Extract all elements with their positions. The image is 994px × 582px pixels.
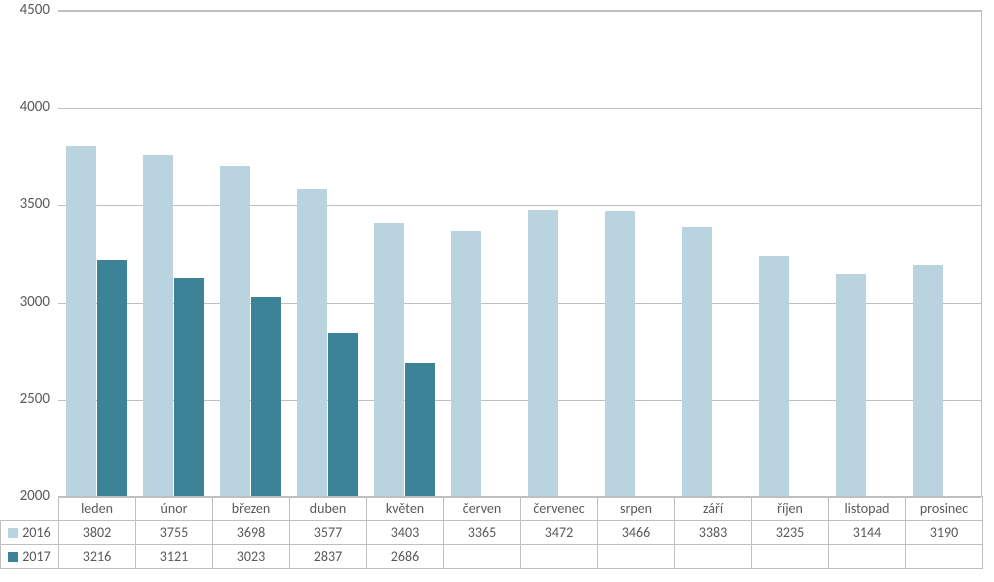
bar [143,155,173,496]
gridline [58,108,981,109]
category-header: červen [444,497,521,521]
data-table: ledenúnorbřezendubenkvětenčervenčervenec… [0,496,983,569]
bar [528,210,558,496]
category-header: září [675,497,752,521]
category-header: duben [290,497,367,521]
data-cell: 3577 [290,521,367,545]
plot-area [58,10,982,496]
series-legend-cell: 2016 [1,521,59,545]
data-cell: 3144 [829,521,906,545]
data-cell [598,545,675,569]
data-cell: 3235 [752,521,829,545]
series-name: 2016 [22,524,50,541]
category-header: únor [136,497,213,521]
data-cell [752,545,829,569]
y-tick-label: 3500 [0,195,50,213]
bar [682,227,712,496]
data-cell [829,545,906,569]
series-legend-cell: 2017 [1,545,59,569]
bar-chart: 200025003000350040004500ledenúnorbřezend… [0,0,994,582]
data-cell: 3121 [136,545,213,569]
data-cell [444,545,521,569]
bar [374,223,404,496]
bar [97,260,127,496]
data-cell: 3466 [598,521,675,545]
category-header: červenec [521,497,598,521]
category-header: srpen [598,497,675,521]
y-tick-label: 4000 [0,98,50,116]
data-cell: 3472 [521,521,598,545]
category-header: říjen [752,497,829,521]
category-header: listopad [829,497,906,521]
gridline [58,11,981,12]
data-cell: 2686 [367,545,444,569]
bar [605,211,635,496]
data-cell [675,545,752,569]
bar [174,278,204,496]
y-tick-label: 4500 [0,1,50,19]
bar [328,333,358,496]
data-cell: 3383 [675,521,752,545]
category-header: květen [367,497,444,521]
category-header: březen [213,497,290,521]
series-name: 2017 [22,548,50,565]
data-cell: 3755 [136,521,213,545]
bar [405,363,435,496]
data-cell: 3216 [59,545,136,569]
data-cell: 3698 [213,521,290,545]
bar [66,146,96,496]
category-header: leden [59,497,136,521]
y-tick-label: 3000 [0,293,50,311]
category-header: prosinec [906,497,983,521]
bar [836,274,866,496]
data-cell [521,545,598,569]
bar [913,265,943,496]
bar [251,297,281,496]
data-cell: 2837 [290,545,367,569]
legend-swatch [8,552,18,562]
bar [451,231,481,496]
legend-swatch [8,528,18,538]
bar [759,256,789,496]
gridline [58,205,981,206]
bar [297,189,327,496]
data-cell: 3403 [367,521,444,545]
y-tick-label: 2500 [0,390,50,408]
bar [220,166,250,496]
data-cell: 3802 [59,521,136,545]
data-cell [906,545,983,569]
data-cell: 3023 [213,545,290,569]
data-cell: 3365 [444,521,521,545]
data-cell: 3190 [906,521,983,545]
table-corner-cell [1,497,59,521]
